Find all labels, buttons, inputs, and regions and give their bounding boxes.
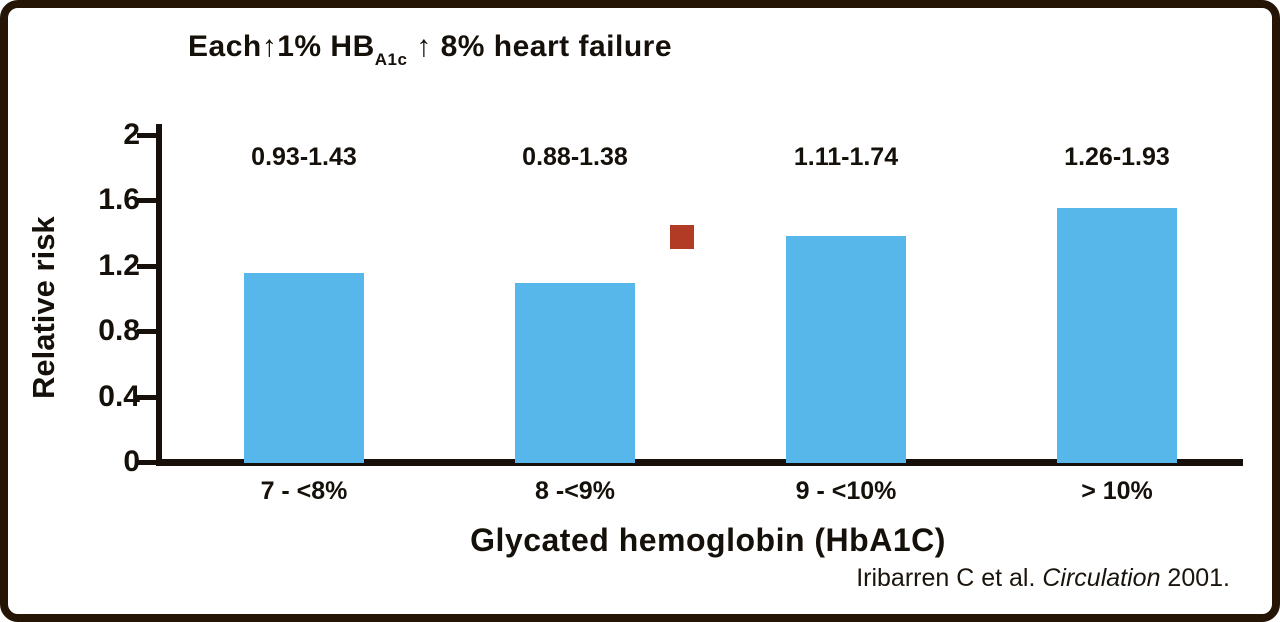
chart-title-part2: ↑ 8% heart failure [407,30,673,63]
ci-label: 1.11-1.74 [793,143,899,171]
ci-label: 0.93-1.43 [251,143,357,171]
bar [1057,207,1177,463]
y-axis-line [156,124,162,466]
x-axis-line [156,459,1243,466]
category-label: > 10% [1081,477,1153,505]
y-tick-mark [137,133,157,138]
y-tick-mark [137,329,157,335]
category-label: 8 -<9% [535,477,615,505]
y-tick-mark [137,394,157,400]
ci-label: 1.26-1.93 [1064,143,1170,171]
citation-suffix: 2001. [1160,564,1230,592]
y-tick-label: 0.4 [98,379,140,413]
chart-title: Each↑1% HBA1c ↑ 8% heart failure [188,30,673,69]
y-tick-label: 0.8 [98,314,140,348]
citation: Iribarren C et al. Circulation 2001. [856,564,1230,593]
y-tick-label: 1.2 [98,248,140,282]
citation-prefix: Iribarren C et al. [856,564,1043,592]
bar [786,235,906,463]
y-axis-title: Relative risk [26,216,61,400]
y-tick-label: 1.6 [98,183,140,217]
y-tick-mark [137,263,157,269]
red-square-marker [670,225,694,250]
chart-title-subscript: A1c [374,50,408,69]
citation-journal: Circulation [1042,564,1161,592]
category-label: 9 - <10% [795,477,897,505]
category-label: 7 - <8% [260,477,348,505]
bar [515,283,635,463]
y-tick-label: 0 [123,445,140,478]
chart-title-part1: Each↑1% HB [188,30,375,63]
y-tick-mark [137,460,157,465]
y-tick-label: 2 [123,118,140,151]
bar [244,273,364,463]
ci-label: 0.88-1.38 [522,143,628,171]
x-axis-title: Glycated hemoglobin (HbA1C) [470,522,946,558]
y-tick-mark [137,198,157,204]
